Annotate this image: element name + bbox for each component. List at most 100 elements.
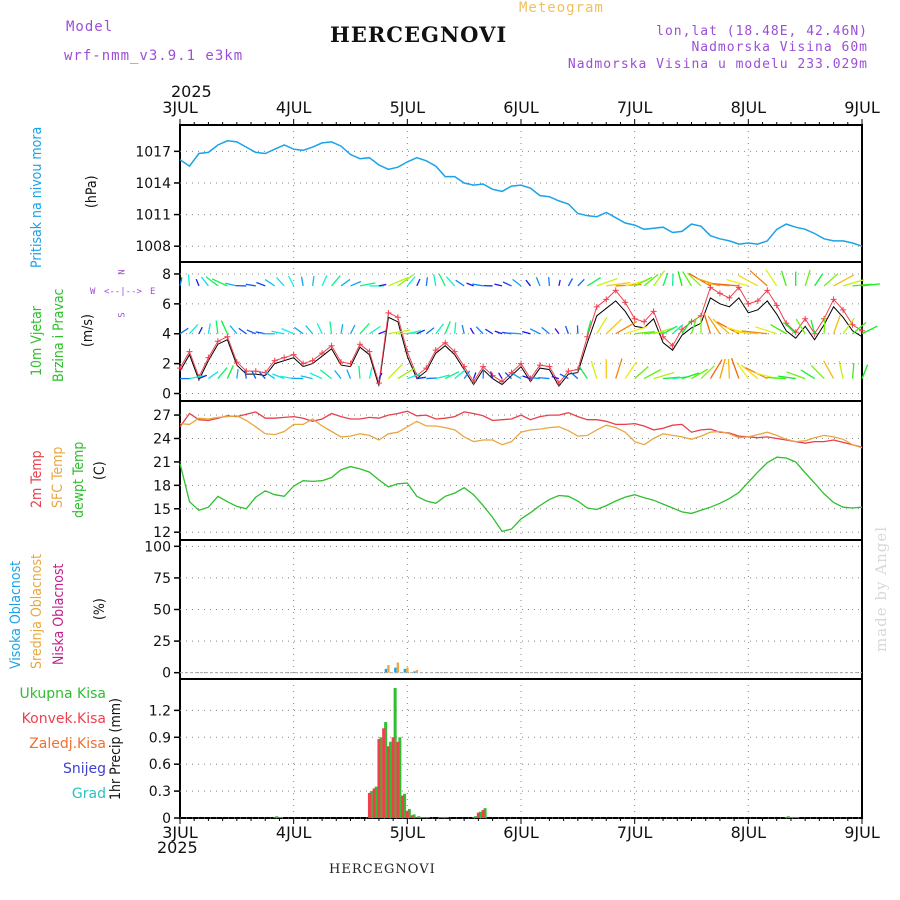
wind-arrow [596, 317, 608, 335]
wind-arrow [578, 366, 588, 379]
precip-bar-convective [410, 815, 414, 818]
lonlat-info: lon,lat (18.48E, 42.46N) [656, 24, 868, 39]
wind-arrow [416, 329, 426, 335]
xtick-label-bottom: 7JUL [617, 823, 653, 842]
precip-bar-convective [401, 795, 405, 818]
wind-arrow [814, 273, 824, 287]
wind-arrow [861, 325, 878, 335]
wind-arrow [522, 330, 531, 335]
wind-gust-marker [205, 354, 212, 361]
wind-arrow [823, 317, 826, 334]
wind-arrow [755, 326, 777, 335]
dewpoint-line [179, 456, 863, 533]
wind-gust-marker [480, 363, 487, 370]
precip-bar-convective [424, 817, 428, 818]
wind-arrow [586, 277, 601, 287]
wind-arrow [198, 374, 208, 380]
precip-bar-convective [476, 812, 480, 818]
precip-bar-convective [405, 810, 409, 818]
wind-arrow [634, 365, 649, 380]
wind-gust-marker [802, 315, 809, 322]
wind-gust-marker [385, 309, 392, 316]
wind-arrow [200, 276, 209, 287]
precip-bar-total [393, 687, 397, 818]
wind-arrow [671, 273, 674, 286]
wind-arrow [359, 282, 376, 287]
wind-arrow [378, 372, 383, 379]
precip-bar-convective [372, 788, 376, 818]
wind-arrow [220, 320, 228, 335]
wind-gust-marker [177, 365, 183, 372]
wind-arrow [331, 275, 341, 287]
wind-arrow [305, 325, 314, 335]
altitude-info: Nadmorska Visina 60m [691, 40, 868, 55]
wind-arrow [766, 376, 787, 380]
precip-bar-total [474, 816, 478, 818]
wind-gust-marker [224, 333, 231, 340]
wind-gust-marker [442, 339, 449, 346]
wind-arrow [529, 328, 541, 335]
wind-arrow [861, 283, 881, 287]
wind-gust-marker [546, 363, 553, 370]
wind-arrow [615, 321, 637, 335]
precip-bar-total [440, 817, 444, 818]
wind-arrow [472, 283, 484, 287]
wind-arrow [258, 371, 266, 380]
wind-gust-marker [186, 348, 193, 355]
wind-arrow [246, 329, 257, 335]
wind-arrow [188, 324, 199, 335]
precip-bar-total [407, 809, 411, 818]
precip-bar-convective [386, 746, 390, 818]
wind-arrow [236, 368, 239, 379]
wind-arrow [455, 279, 465, 287]
wind-arrow [832, 314, 841, 334]
wind-arrow [690, 317, 697, 334]
precip-bar-convective [784, 817, 788, 818]
wind-gust-marker [660, 333, 667, 340]
wind-gust-marker [622, 299, 629, 306]
ytick-label: 2 [162, 357, 171, 373]
precip-bar-convective [420, 817, 424, 818]
wind-arrow [490, 371, 494, 379]
wind-arrow [195, 278, 200, 287]
wind-arrow [730, 357, 740, 379]
wind-arrow [438, 273, 446, 287]
cloud-bar-high [403, 668, 407, 673]
wind-arrow [644, 331, 665, 335]
wind-gust-marker [394, 314, 401, 321]
precip-bar-convective [391, 737, 395, 818]
wind-gust-marker [650, 308, 657, 315]
wind-arrow [672, 324, 684, 335]
wind-arrow [378, 283, 387, 287]
wind-gust-marker [356, 341, 363, 348]
legend-conv-precip: Konvek.Kisa [21, 711, 106, 727]
legend-total-precip: Ukupna Kisa [19, 686, 106, 702]
wind-arrow [407, 373, 421, 380]
compass-icon: W <--|--> E N S [90, 269, 156, 318]
precip-bar-convective [273, 817, 277, 818]
precip-bar-total [422, 817, 426, 818]
legend-snow: Snijeg [62, 761, 106, 777]
wind-arrow [559, 373, 569, 380]
cloud-bar-mid [387, 665, 390, 673]
precip-bar-convective [438, 817, 442, 818]
wind-gust-marker [423, 365, 430, 372]
model-name: wrf-nmm_v3.9.1 e3km [64, 48, 244, 64]
wind-gust-marker [669, 342, 676, 349]
wind-arrow [207, 323, 211, 334]
wind-arrow [624, 361, 637, 379]
wind-arrow [662, 325, 678, 335]
xtick-label-top: 4JUL [276, 98, 312, 117]
ytick-label: 1014 [135, 176, 171, 192]
wind-arrow [567, 278, 574, 287]
wind-arrow [189, 375, 204, 380]
wind-arrow [225, 282, 237, 287]
cloud-bar-mid [406, 667, 409, 673]
wind-arrow [229, 325, 238, 335]
year-top: 2025 [171, 82, 212, 101]
wind-arrow [349, 324, 356, 335]
wind-arrow [643, 273, 659, 287]
wind-arrow [554, 328, 560, 335]
wind-arrow [502, 281, 512, 287]
